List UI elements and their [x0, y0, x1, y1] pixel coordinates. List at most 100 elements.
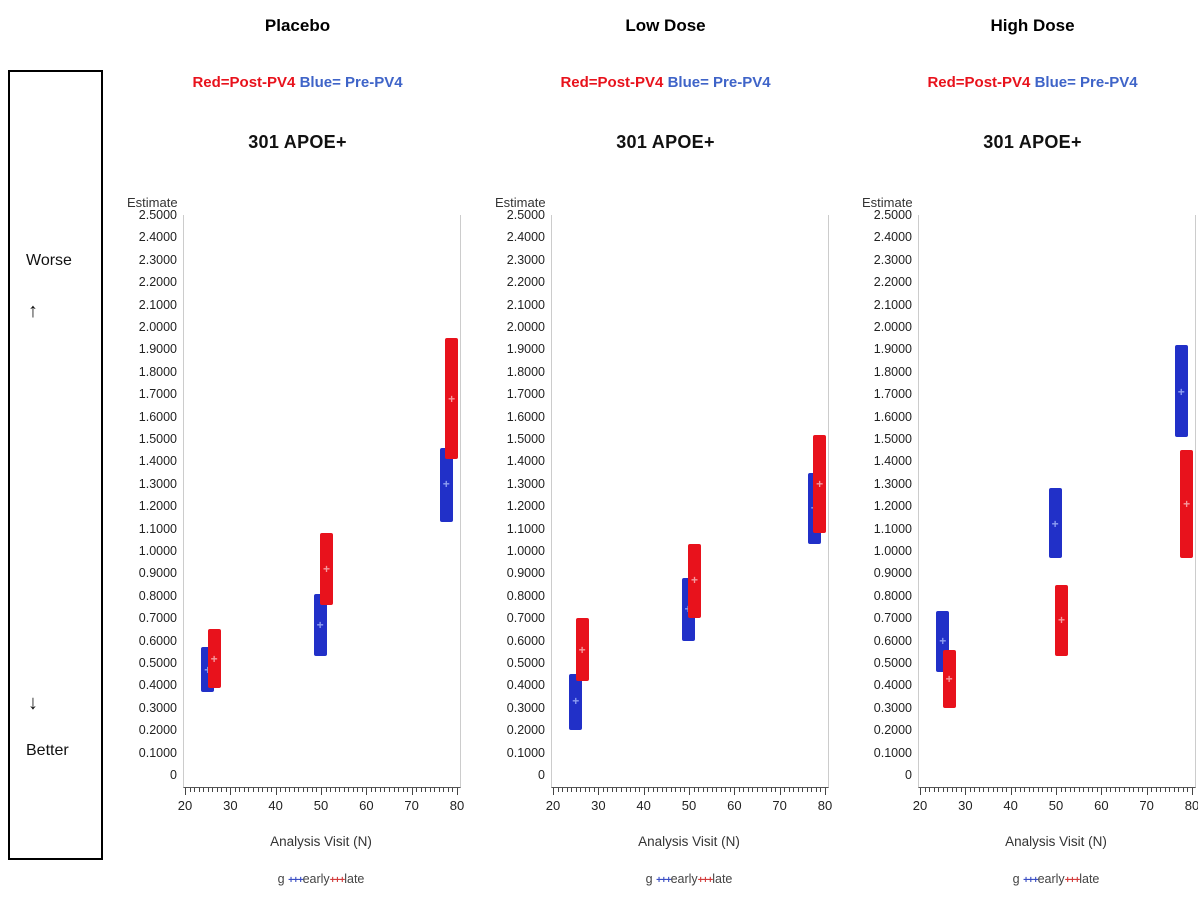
x-tick-mark	[992, 788, 994, 792]
early-label: early	[302, 872, 330, 886]
y-tick-label: 2.0000	[506, 320, 545, 334]
chart-panel-high-dose: High Dose Red=Post-PV4 Blue= Pre-PV4 301…	[860, 0, 1198, 912]
x-tick-mark	[1015, 788, 1017, 792]
y-tick-label: 1.7000	[873, 387, 912, 402]
y-tick-label: 0.5000	[506, 656, 545, 670]
group-legend: g +++early+++late	[918, 872, 1194, 886]
x-tick-mark	[580, 788, 582, 792]
late-label: late	[712, 872, 733, 886]
x-tick-mark	[1169, 788, 1171, 792]
down-arrow-icon: ↓	[28, 692, 38, 714]
y-axis-tick-labels: 0 0.1000 0.2000 0.3000 0.4000 0.5000 0.6000 0.7…	[860, 0, 916, 912]
x-tick-mark	[1164, 788, 1166, 792]
y-tick-label: 1.1000	[873, 521, 912, 536]
y-tick-label: 2.5000	[873, 208, 912, 222]
y-tick-label: 0.3000	[506, 700, 545, 715]
pre-pv4-mean-marker-icon: +	[442, 476, 450, 491]
y-tick-label: 1.6000	[138, 409, 177, 424]
x-tick-mark	[1010, 788, 1012, 795]
y-tick-label: 1.1000	[506, 521, 545, 536]
pre-pv4-mean-marker-icon: +	[1177, 384, 1185, 399]
better-label: Better	[26, 742, 69, 759]
y-tick-label: 1.9000	[506, 342, 545, 357]
x-tick-mark	[230, 788, 232, 795]
y-tick-label: 2.1000	[506, 297, 545, 312]
post-pv4-interval-bar: +	[1055, 584, 1069, 657]
post-pv4-mean-marker-icon: +	[691, 573, 699, 588]
x-tick-mark	[1187, 788, 1189, 792]
legend-red-label: Red=Post-PV4	[927, 74, 1031, 91]
x-tick-mark	[557, 788, 559, 792]
x-tick-mark	[425, 788, 427, 792]
y-tick-label: 2.3000	[506, 252, 545, 267]
x-tick-mark	[988, 788, 989, 792]
x-tick-mark	[711, 788, 713, 792]
pre-pv4-mean-marker-icon: +	[939, 633, 947, 648]
x-tick-mark	[983, 788, 985, 792]
x-tick-mark	[1087, 788, 1089, 792]
x-tick-mark	[1173, 788, 1175, 792]
x-tick-mark	[429, 788, 431, 792]
x-tick-mark	[1101, 788, 1103, 795]
x-tick-mark	[1028, 788, 1030, 792]
y-tick-label: 0.6000	[506, 633, 545, 648]
x-tick-mark	[452, 788, 454, 792]
x-tick-mark	[1069, 788, 1071, 792]
x-tick-mark	[1142, 788, 1144, 792]
x-tick-mark	[634, 788, 636, 792]
x-tick-mark	[1092, 788, 1094, 792]
x-tick-label: 60	[359, 798, 374, 813]
pre-pv4-mean-marker-icon: +	[316, 617, 324, 632]
y-tick-label: 1.4000	[138, 454, 177, 469]
x-tick-mark	[784, 788, 786, 792]
x-tick-mark	[398, 788, 400, 792]
x-tick-mark	[203, 788, 205, 792]
group-legend: g +++early+++late	[551, 872, 827, 886]
post-pv4-mean-marker-icon: +	[816, 476, 824, 491]
x-tick-mark	[293, 788, 295, 792]
x-tick-label: 50	[681, 798, 697, 813]
post-pv4-mean-marker-icon: +	[1058, 613, 1066, 628]
x-tick-mark	[189, 788, 191, 792]
y-tick-label: 0.2000	[138, 723, 177, 738]
pre-pv4-mean-marker-icon: +	[572, 694, 580, 709]
chart-panel-low-dose: Low Dose Red=Post-PV4 Blue= Pre-PV4 301 …	[493, 0, 838, 912]
x-tick-mark	[729, 788, 731, 792]
y-tick-label: 1.6000	[506, 409, 545, 424]
y-tick-label: 1.0000	[873, 544, 912, 558]
x-tick-mark	[643, 788, 645, 795]
x-axis-title: Analysis Visit (N)	[638, 834, 740, 849]
y-axis-tick-labels: 0 0.1000 0.2000 0.3000 0.4000 0.5000 0.6000 0.7…	[125, 0, 181, 912]
x-tick-mark	[793, 788, 795, 792]
x-tick-mark	[284, 788, 286, 792]
x-tick-mark	[598, 788, 600, 795]
pre-pv4-interval-bar: +	[313, 593, 327, 657]
x-tick-mark	[1078, 788, 1080, 792]
x-tick-mark	[698, 788, 700, 792]
x-tick-mark	[298, 788, 300, 792]
x-axis-title: Analysis Visit (N)	[270, 834, 372, 849]
x-tick-mark	[1006, 788, 1008, 792]
legend-red-label: Red=Post-PV4	[560, 74, 664, 91]
y-tick-label: 0.1000	[506, 745, 545, 760]
x-tick-mark	[348, 788, 350, 792]
x-tick-mark	[1024, 788, 1026, 792]
x-tick-mark	[1133, 788, 1135, 792]
x-tick-mark	[1160, 788, 1162, 792]
plot-area: ++++++	[183, 215, 461, 788]
early-label: early	[670, 872, 698, 886]
y-tick-label: 0.7000	[506, 611, 545, 626]
y-tick-label: 0.4000	[138, 678, 177, 693]
x-tick-mark	[611, 788, 613, 792]
x-tick-mark	[693, 788, 695, 792]
x-tick-mark	[607, 788, 609, 792]
x-tick-mark	[379, 788, 381, 792]
x-tick-mark	[370, 788, 372, 792]
plot-area: ++++++	[918, 215, 1196, 788]
x-tick-mark	[402, 788, 404, 792]
x-tick-mark	[1146, 788, 1148, 795]
x-tick-mark	[1065, 788, 1067, 792]
x-tick-mark	[330, 788, 332, 792]
y-tick-label: 1.9000	[138, 342, 177, 357]
late-label: late	[344, 872, 365, 886]
